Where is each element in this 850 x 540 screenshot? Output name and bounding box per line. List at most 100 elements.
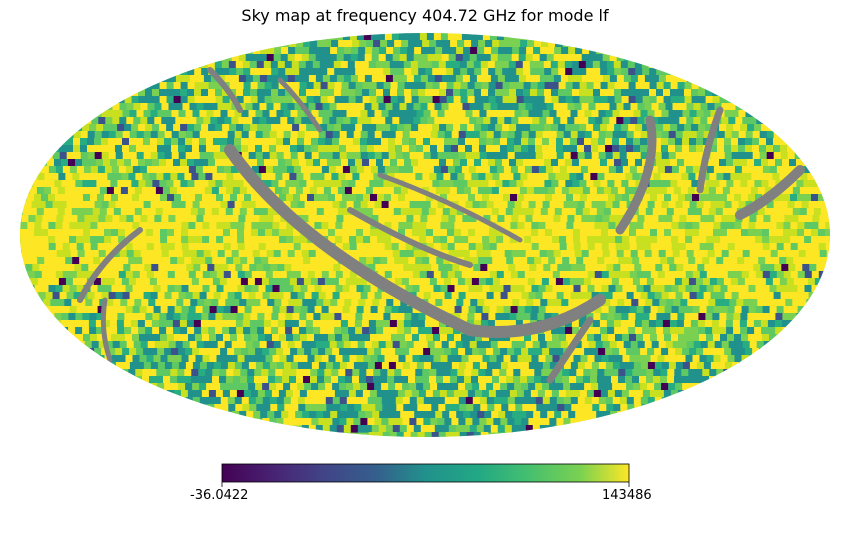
sky-pixel [537, 89, 545, 97]
sky-pixel [309, 208, 318, 216]
sky-pixel [333, 320, 342, 328]
sky-pixel [581, 117, 589, 125]
sky-pixel [456, 47, 464, 55]
sky-pixel [286, 166, 295, 174]
sky-pixel [335, 243, 344, 251]
sky-pixel [724, 145, 732, 153]
sky-pixel [517, 243, 526, 251]
sky-pixel [807, 173, 815, 181]
sky-pixel [482, 33, 491, 41]
sky-pixel [769, 243, 778, 251]
sky-pixel [373, 173, 381, 181]
sky-pixel [311, 152, 320, 160]
sky-pixel [390, 159, 398, 167]
sky-pixel [663, 124, 671, 132]
sky-pixel [238, 341, 247, 349]
sky-pixel [607, 327, 615, 335]
sky-pixel [328, 236, 336, 244]
sky-pixel [686, 117, 694, 125]
sky-pixel [635, 89, 643, 97]
sky-pixel [672, 117, 680, 125]
sky-pixel [563, 152, 572, 160]
sky-pixel [373, 257, 381, 265]
sky-pixel [21, 215, 29, 223]
sky-pixel [484, 208, 493, 216]
sky-pixel [515, 264, 523, 272]
sky-pixel [352, 173, 360, 181]
sky-pixel [344, 187, 353, 195]
sky-pixel [345, 376, 353, 384]
sky-pixel [768, 327, 776, 335]
sky-pixel [580, 236, 588, 244]
sky-pixel [569, 257, 577, 265]
sky-pixel [174, 285, 183, 293]
sky-pixel [738, 110, 747, 118]
sky-pixel [325, 138, 333, 146]
sky-pixel [58, 257, 66, 265]
sky-pixel [496, 222, 504, 230]
sky-pixel [484, 187, 493, 195]
sky-pixel [557, 61, 566, 69]
sky-pixel [132, 285, 141, 293]
sky-pixel [626, 292, 635, 300]
sky-pixel [443, 278, 452, 286]
sky-pixel [40, 159, 48, 167]
sky-pixel [560, 117, 568, 125]
sky-pixel [555, 369, 563, 377]
sky-pixel [364, 54, 373, 62]
sky-pixel [181, 243, 190, 251]
sky-pixel [206, 131, 215, 139]
sky-pixel [334, 180, 342, 188]
sky-pixel [662, 320, 671, 328]
sky-pixel [320, 327, 328, 335]
sky-pixel [506, 257, 514, 265]
sky-pixel [269, 145, 277, 153]
sky-pixel [122, 201, 131, 209]
sky-pixel [534, 369, 542, 377]
sky-pixel [689, 362, 698, 370]
sky-pixel [346, 110, 355, 118]
sky-pixel [229, 327, 237, 335]
sky-pixel [173, 313, 181, 321]
sky-pixel [653, 376, 661, 384]
sky-pixel [107, 257, 115, 265]
sky-pixel [468, 285, 477, 293]
sky-pixel [608, 229, 616, 237]
sky-pixel [77, 215, 85, 223]
sky-pixel [582, 187, 591, 195]
sky-pixel [385, 117, 393, 125]
sky-pixel [446, 96, 455, 104]
sky-pixel [721, 341, 730, 349]
sky-pixel [230, 229, 238, 237]
sky-pixel [391, 355, 400, 363]
sky-pixel [632, 369, 640, 377]
sky-pixel [154, 250, 163, 258]
sky-pixel [160, 334, 168, 342]
sky-pixel [649, 327, 657, 335]
sky-pixel [765, 173, 773, 181]
sky-pixel [318, 292, 327, 300]
sky-pixel [671, 306, 680, 314]
sky-pixel [303, 369, 311, 377]
sky-pixel [293, 229, 301, 237]
sky-pixel [550, 61, 559, 69]
sky-pixel [146, 166, 155, 174]
sky-pixel [352, 369, 360, 377]
sky-pixel [212, 257, 220, 265]
sky-pixel [258, 236, 266, 244]
sky-pixel [761, 327, 769, 335]
sky-pixel [447, 166, 456, 174]
sky-pixel [20, 229, 21, 237]
sky-pixel [579, 68, 587, 76]
sky-pixel [224, 117, 232, 125]
sky-pixel [546, 75, 555, 83]
sky-pixel [738, 292, 747, 300]
sky-pixel [391, 306, 400, 314]
sky-pixel [131, 96, 140, 104]
sky-pixel [107, 278, 116, 286]
sky-pixel [340, 320, 349, 328]
sky-pixel [128, 257, 136, 265]
sky-pixel [574, 75, 583, 83]
sky-pixel [686, 103, 695, 111]
sky-pixel [269, 131, 278, 139]
